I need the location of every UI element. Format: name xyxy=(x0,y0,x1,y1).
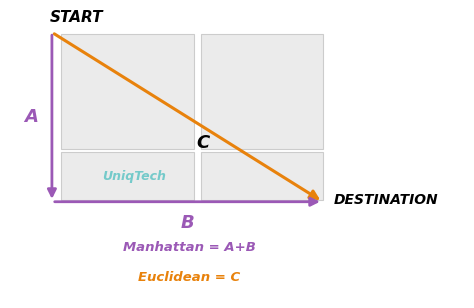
Bar xyxy=(201,34,323,149)
Bar xyxy=(201,152,323,200)
Text: DESTINATION: DESTINATION xyxy=(334,193,438,207)
Text: START: START xyxy=(50,10,103,25)
Text: B: B xyxy=(181,214,194,232)
Text: Manhattan = A+B: Manhattan = A+B xyxy=(123,241,256,254)
Text: A: A xyxy=(25,108,38,126)
Text: C: C xyxy=(196,134,210,152)
Bar xyxy=(61,152,194,200)
Text: UniqTech: UniqTech xyxy=(102,170,166,183)
Text: Euclidean = C: Euclidean = C xyxy=(138,271,241,284)
Bar xyxy=(61,34,194,149)
